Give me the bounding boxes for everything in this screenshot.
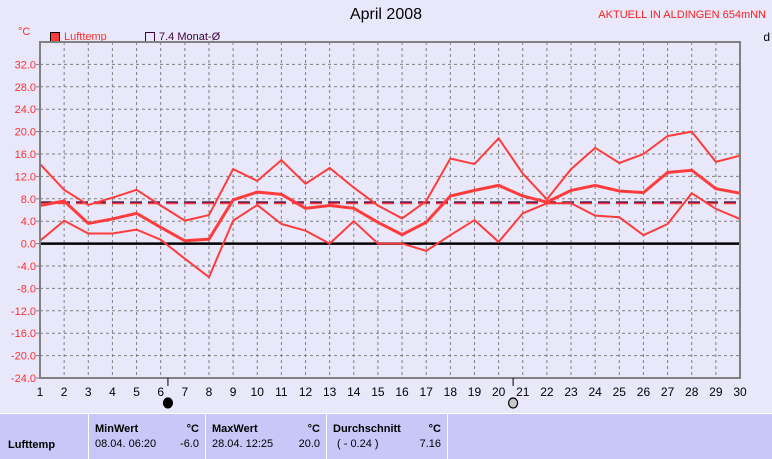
y-tick-label: -16.0 — [11, 328, 36, 340]
x-tick-label: 7 — [181, 385, 188, 399]
y-tick-label: 4.0 — [21, 216, 36, 228]
x-tick-label: 5 — [133, 385, 140, 399]
x-tick-label: 10 — [251, 385, 265, 399]
series-line-min — [39, 191, 741, 279]
series-line-max — [39, 130, 741, 222]
x-tick-label: 25 — [613, 385, 627, 399]
x-tick-label: 18 — [444, 385, 458, 399]
x-tick-label: 26 — [637, 385, 651, 399]
x-tick-label: 8 — [206, 385, 213, 399]
min-cell: MinWert °C 08.04. 06:20 -6.0 — [89, 414, 206, 459]
y-tick-label: -24.0 — [11, 373, 36, 385]
stats-row-label-cell: Lufttemp — [0, 414, 89, 459]
x-tick-label: 16 — [395, 385, 409, 399]
max-unit: °C — [307, 423, 320, 435]
min-value: -6.0 — [180, 438, 199, 450]
avg-deviation: ( - 0.24 ) — [337, 438, 379, 450]
x-tick-label: 30 — [733, 385, 747, 399]
x-tick-label: 6 — [157, 385, 164, 399]
stats-panel: Lufttemp MinWert °C 08.04. 06:20 -6.0 Ma… — [0, 413, 772, 459]
min-header: MinWert — [95, 423, 139, 435]
x-tick-label: 29 — [709, 385, 723, 399]
x-tick-label: 24 — [588, 385, 602, 399]
avg-header: Durchschnitt — [333, 423, 401, 435]
legend-label: Lufttemp — [64, 31, 107, 43]
x-tick-label: 2 — [61, 385, 68, 399]
full-moon-icon — [508, 397, 519, 409]
x-tick-label: 23 — [564, 385, 578, 399]
max-time: 28.04. 12:25 — [212, 438, 274, 450]
row-label: Lufttemp — [8, 439, 56, 451]
y-tick-label: -20.0 — [11, 351, 36, 363]
y-tick-label: 24.0 — [15, 104, 36, 116]
x-tick-label: 19 — [468, 385, 482, 399]
x-tick-label: 21 — [516, 385, 530, 399]
x-tick-label: 14 — [347, 385, 361, 399]
x-tick-label: 15 — [371, 385, 385, 399]
y-tick-label: 0.0 — [21, 239, 36, 251]
chart-title: April 2008 — [349, 6, 423, 23]
x-tick-label: 27 — [661, 385, 675, 399]
x-tick-label: 28 — [685, 385, 699, 399]
x-tick-label: 13 — [323, 385, 337, 399]
max-header: MaxWert — [212, 423, 258, 435]
series-line-mean — [39, 168, 741, 243]
y-tick-label: 16.0 — [15, 149, 36, 161]
temperature-chart: 32.0 28.0 24.0 20.0 16.0 12.0 8.0 4.0 0.0 -4.0 -8.… — [11, 41, 747, 409]
plot-border — [39, 41, 741, 379]
x-tick-label: 20 — [492, 385, 506, 399]
x-tick-label: 22 — [540, 385, 554, 399]
max-value: 20.0 — [298, 438, 320, 450]
x-tick-label: 12 — [299, 385, 313, 399]
cut-off-label: d — [763, 30, 770, 44]
legend-label: 7.4 Monat-Ø — [159, 31, 221, 43]
avg-value: 7.16 — [419, 438, 441, 450]
x-tick-label: 1 — [37, 385, 44, 399]
y-tick-label: -8.0 — [17, 283, 36, 295]
min-time: 08.04. 06:20 — [95, 438, 157, 450]
min-unit: °C — [186, 423, 199, 435]
x-tick-label: 9 — [230, 385, 237, 399]
y-tick-label: 28.0 — [15, 82, 36, 94]
y-unit-label: °C — [18, 26, 31, 38]
y-tick-label: -4.0 — [17, 261, 36, 273]
x-tick-label: 11 — [275, 385, 288, 399]
y-tick-label: 20.0 — [15, 127, 36, 139]
x-tick-label: 3 — [85, 385, 92, 399]
x-tick-label: 17 — [420, 385, 434, 399]
y-tick-label: 32.0 — [15, 59, 36, 71]
max-cell: MaxWert °C 28.04. 12:25 20.0 — [206, 414, 327, 459]
y-tick-label: -12.0 — [11, 306, 36, 318]
avg-cell: Durchschnitt °C ( - 0.24 ) 7.16 — [327, 414, 448, 459]
avg-unit: °C — [428, 423, 441, 435]
x-tick-label: 4 — [109, 385, 116, 399]
new-moon-icon — [162, 397, 174, 409]
y-tick-label: 12.0 — [15, 171, 36, 183]
station-label: AKTUELL IN ALDINGEN 654mNN — [598, 9, 766, 21]
y-tick-label: 8.0 — [21, 194, 36, 206]
